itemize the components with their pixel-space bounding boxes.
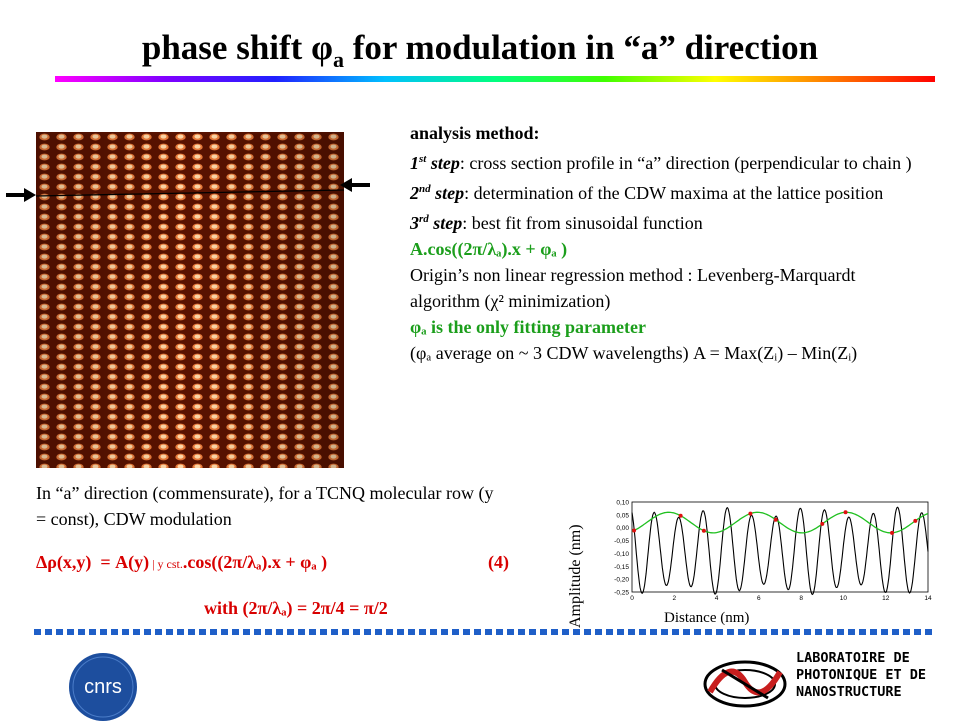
- fit-parameter: φₐ is the only fitting parameter: [410, 317, 646, 337]
- plot-x-label: Distance (nm): [664, 610, 750, 626]
- y-tick-label: -0,20: [614, 577, 629, 584]
- y-tick-label: -0,05: [614, 538, 629, 545]
- x-tick-label: 14: [924, 595, 932, 602]
- x-tick-label: 10: [840, 595, 848, 602]
- peak-marker: [890, 530, 895, 535]
- arrow-right-icon: [6, 188, 36, 202]
- profile-curve: [631, 506, 929, 596]
- lpn-logo: [703, 660, 787, 708]
- y-tick-label: -0,10: [614, 551, 629, 558]
- peak-marker: [678, 513, 683, 518]
- stm-image: [36, 132, 344, 468]
- step-1: 1st step: cross section profile in “a” d…: [410, 153, 912, 173]
- equation-4: Δρ(x,y) = A(y) | y cst..cos((2π/λₐ).x + …: [36, 552, 328, 572]
- profile-plot: 0,10 0,05 0,00 -0,05 -0,10 -0,15 -0,20 -0,250 2 4…: [614, 500, 932, 603]
- fit-formula: A.cos((2π/λₐ).x + φₐ ): [410, 239, 568, 259]
- y-tick-label: 0,10: [616, 500, 629, 507]
- svg-text:cnrs: cnrs: [84, 676, 122, 698]
- peak-marker: [701, 528, 706, 533]
- x-tick-label: 2: [672, 595, 676, 602]
- step-2: 2nd step: determination of the CDW maxim…: [410, 183, 884, 203]
- y-tick-label: 0,05: [616, 512, 629, 519]
- peak-marker: [773, 517, 778, 522]
- x-tick-label: 12: [882, 595, 890, 602]
- slide-title: phase shift φa for modulation in “a” dir…: [141, 28, 819, 72]
- x-tick-label: 8: [799, 595, 803, 602]
- step-3: 3rd step: best fit from sinusoidal funct…: [410, 213, 703, 233]
- wavelength-relation: with (2π/λₐ) = 2π/4 = π/2: [204, 598, 388, 618]
- regression-method: Origin’s non linear regression method : …: [410, 265, 856, 311]
- dotted-divider: [34, 629, 934, 635]
- direction-paragraph: In “a” direction (commensurate), for a T…: [36, 483, 494, 529]
- x-tick-label: 6: [757, 595, 761, 602]
- x-tick-label: 0: [630, 595, 634, 602]
- equation-number: (4): [488, 552, 509, 572]
- peak-marker: [843, 510, 848, 515]
- lab-name: LABORATOIRE DE PHOTONIQUE ET DE NANOSTRU…: [796, 650, 927, 700]
- plot-y-label: Amplitude (nm): [567, 524, 584, 628]
- plot-frame: [631, 501, 929, 593]
- cnrs-logo: cnrs: [69, 653, 137, 721]
- peak-marker: [632, 528, 637, 533]
- y-tick-label: -0,15: [614, 564, 629, 571]
- arrow-left-icon: [340, 178, 370, 192]
- peak-marker: [748, 511, 753, 516]
- rainbow-divider: [55, 76, 935, 82]
- average-note: (φₐ average on ~ 3 CDW wavelengths) A = …: [410, 343, 858, 363]
- method-heading: analysis method:: [410, 123, 540, 143]
- peak-marker: [820, 521, 825, 526]
- y-tick-label: 0,00: [616, 525, 629, 532]
- peak-marker: [913, 518, 918, 523]
- analysis-method: analysis method: 1st step: cross section…: [410, 120, 930, 366]
- y-tick-label: -0,25: [614, 590, 629, 597]
- x-tick-label: 4: [715, 595, 719, 602]
